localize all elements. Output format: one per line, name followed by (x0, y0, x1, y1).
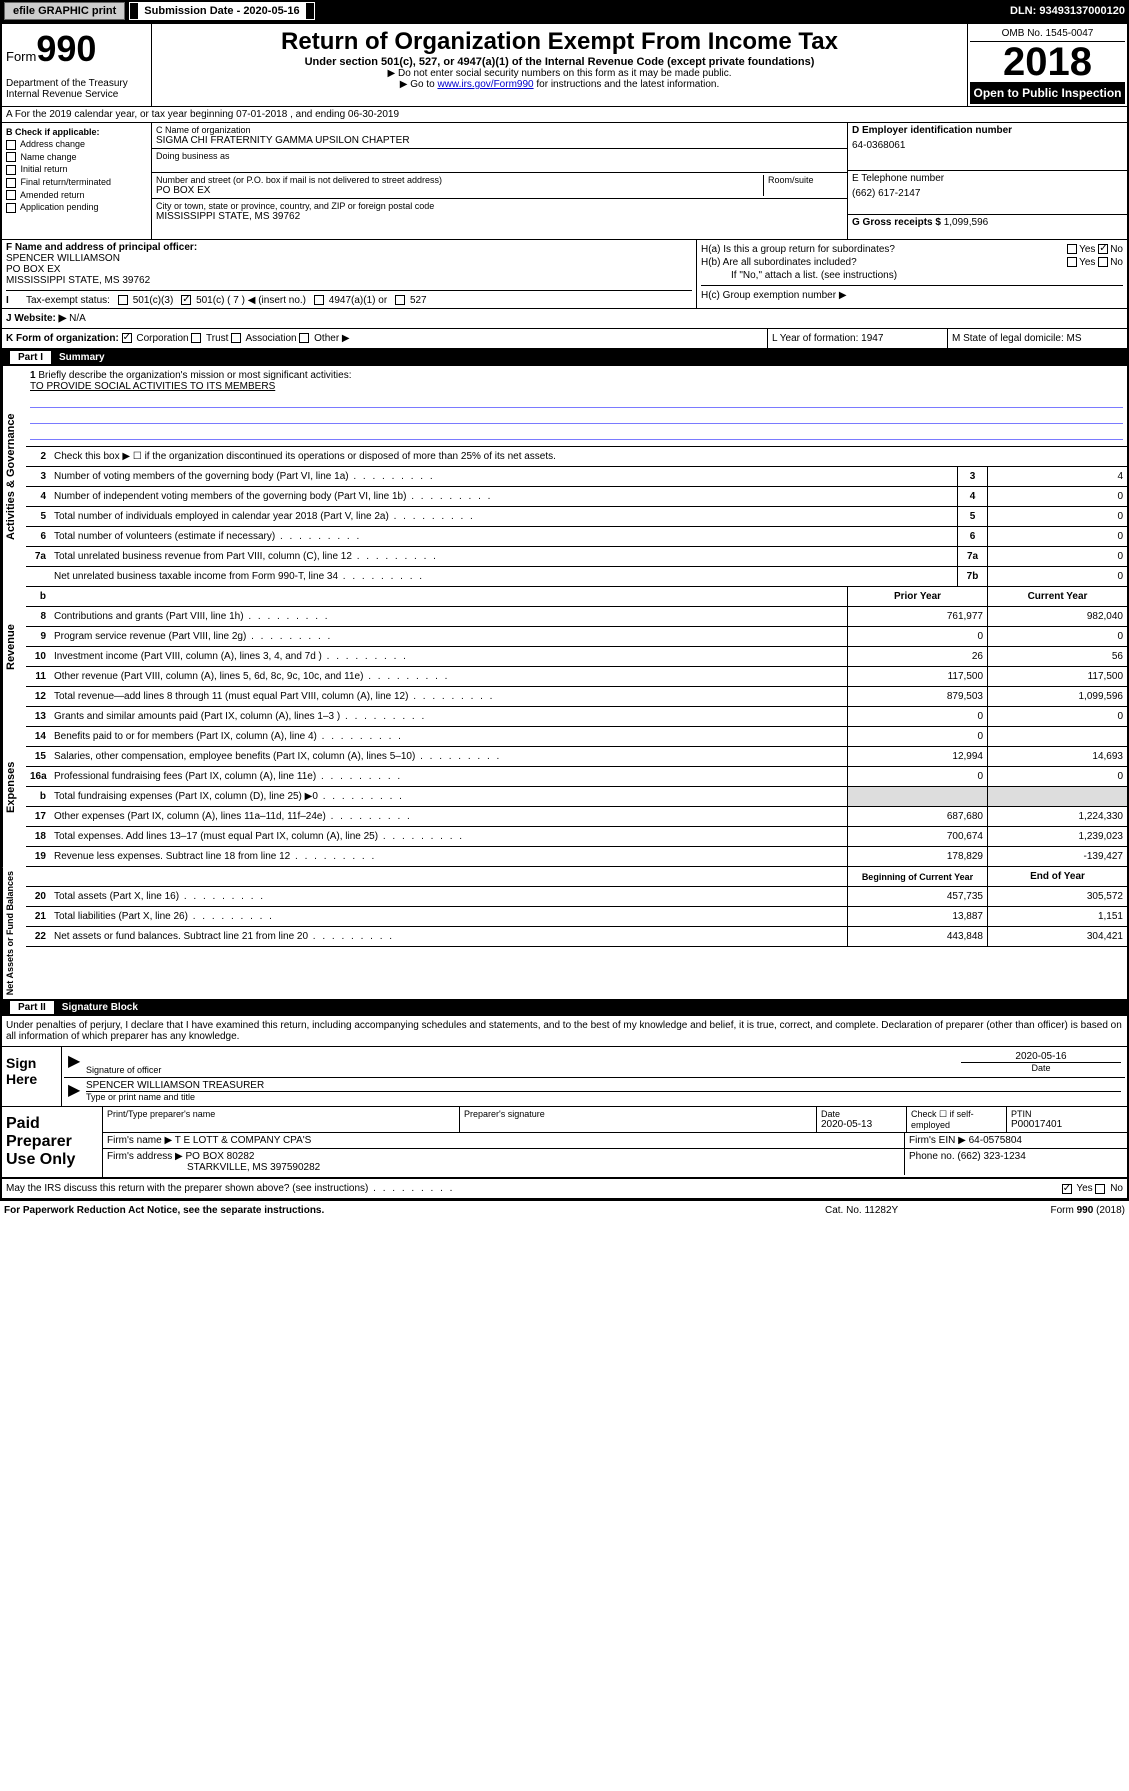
summary-line: 18Total expenses. Add lines 13–17 (must … (26, 827, 1127, 847)
dln: DLN: 93493137000120 (1010, 5, 1125, 17)
checkbox-item[interactable]: Name change (6, 152, 147, 163)
footer: For Paperwork Reduction Act Notice, see … (0, 1201, 1129, 1220)
summary-line: 12Total revenue—add lines 8 through 11 (… (26, 687, 1127, 707)
tax-year: 2018 (970, 42, 1125, 82)
phone: (662) 617-2147 (852, 188, 1123, 199)
summary-line: 21Total liabilities (Part X, line 26)13,… (26, 907, 1127, 927)
discuss-row: May the IRS discuss this return with the… (2, 1179, 1127, 1199)
row-a: A For the 2019 calendar year, or tax yea… (2, 107, 1127, 123)
summary-line: 22Net assets or fund balances. Subtract … (26, 927, 1127, 947)
summary-line: 7aTotal unrelated business revenue from … (26, 547, 1127, 567)
checkbox-item[interactable]: Final return/terminated (6, 177, 147, 188)
vert-expenses: Expenses (2, 707, 26, 867)
vert-netassets: Net Assets or Fund Balances (2, 867, 26, 999)
section-h: H(a) Is this a group return for subordin… (697, 240, 1127, 308)
dept: Department of the Treasury Internal Reve… (6, 78, 147, 100)
checkbox-item[interactable]: Initial return (6, 164, 147, 175)
efile-btn[interactable]: efile GRAPHIC print (4, 2, 125, 20)
summary-line: 11Other revenue (Part VIII, column (A), … (26, 667, 1127, 687)
section-b: B Check if applicable: Address change Na… (2, 123, 152, 239)
summary-line: 20Total assets (Part X, line 16)457,7353… (26, 887, 1127, 907)
summary-line: 6Total number of volunteers (estimate if… (26, 527, 1127, 547)
checkbox-item[interactable]: Amended return (6, 190, 147, 201)
irs-link[interactable]: www.irs.gov/Form990 (437, 79, 533, 90)
arrow2: ▶ Go to www.irs.gov/Form990 for instruct… (160, 79, 959, 90)
website-row: J Website: ▶ N/A (2, 309, 1127, 329)
summary-line: 15Salaries, other compensation, employee… (26, 747, 1127, 767)
subtitle: Under section 501(c), 527, or 4947(a)(1)… (160, 56, 959, 68)
arrow1: ▶ Do not enter social security numbers o… (160, 68, 959, 79)
summary-line: 8Contributions and grants (Part VIII, li… (26, 607, 1127, 627)
summary-line: 10Investment income (Part VIII, column (… (26, 647, 1127, 667)
form-number: Form990 (6, 28, 147, 70)
summary-line: 19Revenue less expenses. Subtract line 1… (26, 847, 1127, 867)
open-public: Open to Public Inspection (970, 82, 1125, 104)
section-f: F Name and address of principal officer:… (2, 240, 697, 308)
org-name: SIGMA CHI FRATERNITY GAMMA UPSILON CHAPT… (156, 135, 843, 146)
summary-line: bTotal fundraising expenses (Part IX, co… (26, 787, 1127, 807)
ein: 64-0368061 (852, 140, 1123, 151)
summary-line: 17Other expenses (Part IX, column (A), l… (26, 807, 1127, 827)
summary-line: Net unrelated business taxable income fr… (26, 567, 1127, 587)
summary-line: 13Grants and similar amounts paid (Part … (26, 707, 1127, 727)
mission-block: 1 Briefly describe the organization's mi… (26, 366, 1127, 447)
sub-date: Submission Date - 2020-05-16 (138, 3, 305, 19)
summary-line: 16aProfessional fundraising fees (Part I… (26, 767, 1127, 787)
vert-governance: Activities & Governance (2, 366, 26, 587)
section-c: C Name of organization SIGMA CHI FRATERN… (152, 123, 847, 239)
sub-date-btn: Submission Date - 2020-05-16 (129, 2, 314, 20)
summary-line: 9Program service revenue (Part VIII, lin… (26, 627, 1127, 647)
paid-section: Paid Preparer Use Only Print/Type prepar… (2, 1107, 1127, 1179)
vert-revenue: Revenue (2, 587, 26, 707)
perjury: Under penalties of perjury, I declare th… (2, 1016, 1127, 1047)
summary-line: 4Number of independent voting members of… (26, 487, 1127, 507)
form-title: Return of Organization Exempt From Incom… (160, 28, 959, 56)
sign-section: Sign Here ▶ Signature of officer 2020-05… (2, 1047, 1127, 1107)
title-row: Form990 Department of the Treasury Inter… (2, 24, 1127, 107)
summary-line: 5Total number of individuals employed in… (26, 507, 1127, 527)
part1-header: Part ISummary (2, 349, 1127, 366)
checkbox-item[interactable]: Application pending (6, 202, 147, 213)
checkbox-item[interactable]: Address change (6, 139, 147, 150)
org-address: PO BOX EX (156, 185, 763, 196)
part2-header: Part IISignature Block (2, 999, 1127, 1016)
header-bar: efile GRAPHIC print Submission Date - 20… (0, 0, 1129, 22)
k-row: K Form of organization: Corporation Trus… (2, 329, 1127, 349)
section-d: D Employer identification number 64-0368… (847, 123, 1127, 239)
gross-receipts: 1,099,596 (944, 217, 989, 228)
summary-line: 3Number of voting members of the governi… (26, 467, 1127, 487)
summary-line: 14Benefits paid to or for members (Part … (26, 727, 1127, 747)
org-city: MISSISSIPPI STATE, MS 39762 (156, 211, 843, 222)
